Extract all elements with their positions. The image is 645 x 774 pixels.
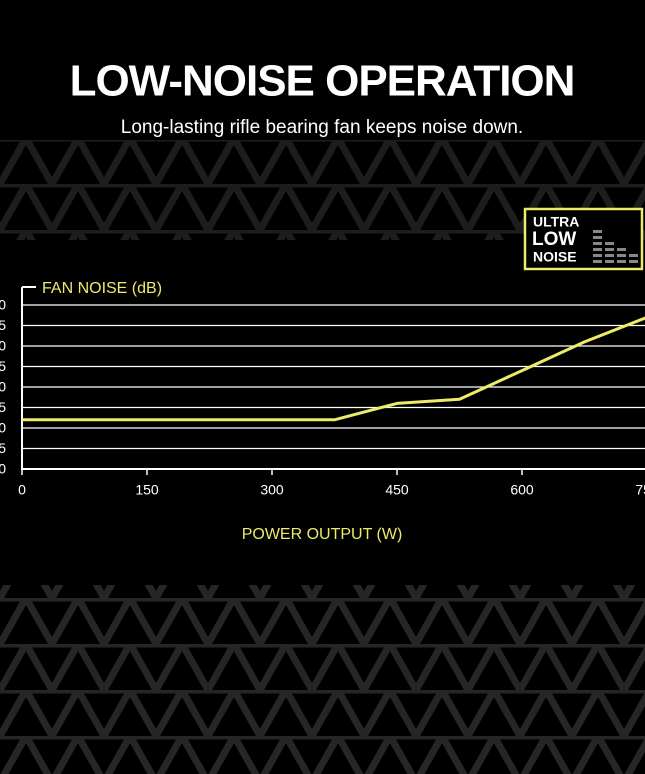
x-tick-label: 300 (260, 482, 284, 498)
y-tick-label: 20 (0, 379, 6, 395)
badge-text: LOW (532, 229, 576, 250)
badge-text: ULTRA (533, 214, 579, 230)
y-axis-label: FAN NOISE (dB) (42, 280, 162, 297)
grille-bottom (0, 585, 645, 774)
y-tick-label: 0 (0, 461, 6, 477)
y-tick-label: 30 (0, 338, 6, 354)
y-tick-label: 40 (0, 297, 6, 313)
y-tick-label: 10 (0, 420, 6, 436)
x-tick-label: 150 (135, 482, 159, 498)
x-axis-label: POWER OUTPUT (W) (242, 526, 403, 543)
plot: 0 5 10 15 20 25 30 35 40 0 150 300 450 600 750 (0, 297, 645, 498)
title: LOW-NOISE OPERATION (70, 57, 575, 106)
y-tick-label: 15 (0, 399, 6, 415)
badge-text: NOISE (533, 249, 577, 265)
x-tick-label: 450 (385, 482, 409, 498)
badge: ULTRA LOW NOISE (523, 207, 644, 271)
data-line (22, 316, 645, 422)
badge-frame (523, 207, 644, 271)
y-tick-label: 25 (0, 358, 6, 374)
x-tick-label: 600 (510, 482, 534, 498)
x-tick-label: 750 (635, 482, 645, 498)
subtitle: Long-lasting rifle bearing fan keeps noi… (121, 117, 523, 138)
y-tick-label: 35 (0, 317, 6, 333)
badge-icon (593, 230, 638, 263)
x-tick-label: 0 (18, 482, 26, 498)
chart-panel (0, 240, 645, 585)
y-tick-label: 5 (0, 440, 6, 456)
